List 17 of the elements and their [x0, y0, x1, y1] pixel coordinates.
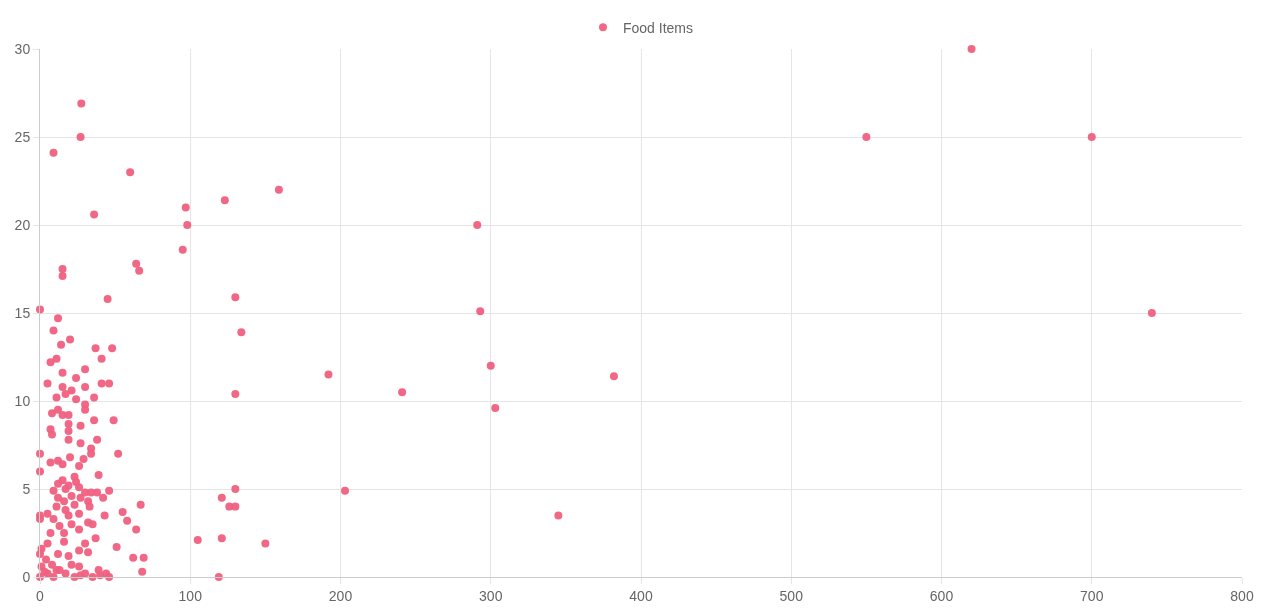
y-tick-label: 0 [22, 568, 31, 585]
x-tick-label: 300 [479, 587, 503, 604]
legend-label: Food Items [623, 19, 694, 36]
x-tick-label: 600 [929, 587, 954, 604]
x-tick-label: 800 [1230, 587, 1254, 604]
x-tick-label: 100 [178, 587, 203, 604]
y-tick-label: 10 [14, 392, 31, 409]
y-tick-label: 20 [14, 216, 31, 233]
y-tick-label: 5 [22, 480, 31, 497]
x-tick-label: 400 [629, 587, 653, 604]
x-tick-label: 500 [779, 587, 804, 604]
y-tick-label: 15 [14, 304, 31, 321]
y-tick-label: 25 [14, 128, 31, 145]
x-tick-label: 0 [36, 587, 45, 604]
y-tick-label: 30 [14, 40, 31, 57]
x-tick-label: 200 [328, 587, 353, 604]
x-tick-label: 700 [1080, 587, 1104, 604]
